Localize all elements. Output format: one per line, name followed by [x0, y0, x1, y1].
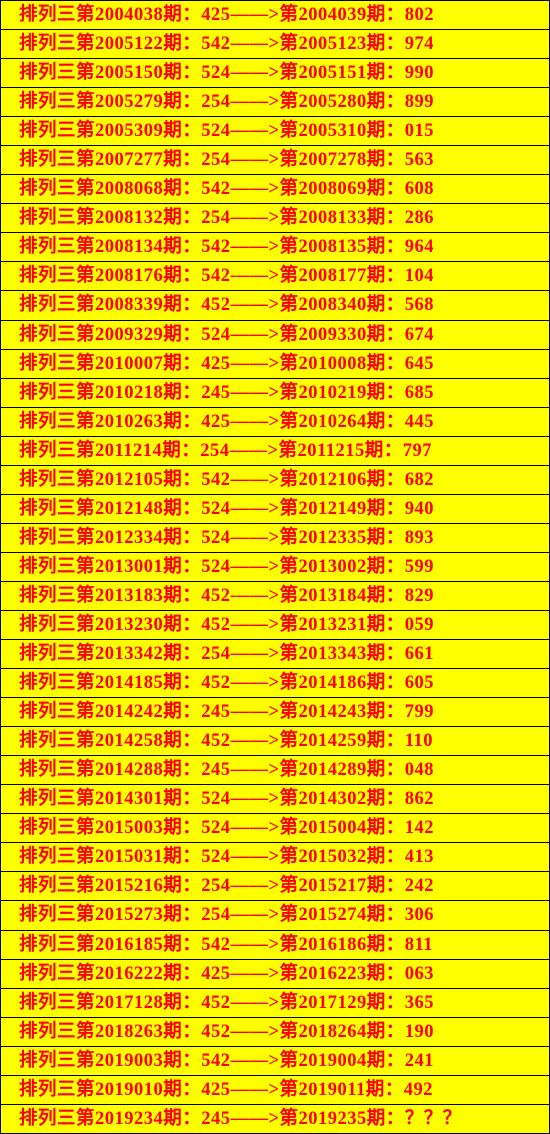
- table-row: 排列三第2016222期：425——>第2016223期：063: [1, 959, 550, 988]
- table-row: 排列三第2014301期：524——>第2014302期：862: [1, 785, 550, 814]
- row-text: 排列三第2014258期：452——>第2014259期：110: [1, 727, 550, 756]
- table-row: 排列三第2008176期：542——>第2008177期：104: [1, 262, 550, 291]
- table-row: 排列三第2012334期：524——>第2012335期：893: [1, 523, 550, 552]
- table-row: 排列三第2017128期：452——>第2017129期：365: [1, 988, 550, 1017]
- table-row: 排列三第2014185期：452——>第2014186期：605: [1, 669, 550, 698]
- table-row: 排列三第2008132期：254——>第2008133期：286: [1, 204, 550, 233]
- row-text: 排列三第2015216期：254——>第2015217期：242: [1, 872, 550, 901]
- table-row: 排列三第2005279期：254——>第2005280期：899: [1, 88, 550, 117]
- table-row: 排列三第2008134期：542——>第2008135期：964: [1, 233, 550, 262]
- row-text: 排列三第2013230期：452——>第2013231期：059: [1, 610, 550, 639]
- table-row: 排列三第2014242期：245——>第2014243期：799: [1, 698, 550, 727]
- row-text: 排列三第2011214期：254——>第2011215期：797: [1, 436, 550, 465]
- row-text: 排列三第2012148期：524——>第2012149期：940: [1, 494, 550, 523]
- row-text: 排列三第2018263期：452——>第2018264期：190: [1, 1017, 550, 1046]
- table-row: 排列三第2019010期：425——>第2019011期：492: [1, 1075, 550, 1104]
- row-text: 排列三第2016222期：425——>第2016223期：063: [1, 959, 550, 988]
- table-row: 排列三第2007277期：254——>第2007278期：563: [1, 146, 550, 175]
- row-text: 排列三第2014301期：524——>第2014302期：862: [1, 785, 550, 814]
- table-row: 排列三第2013183期：452——>第2013184期：829: [1, 581, 550, 610]
- table-row: 排列三第2014288期：245——>第2014289期：048: [1, 756, 550, 785]
- row-text: 排列三第2005279期：254——>第2005280期：899: [1, 88, 550, 117]
- table-row: 排列三第2010263期：425——>第2010264期：445: [1, 407, 550, 436]
- table-row: 排列三第2014258期：452——>第2014259期：110: [1, 727, 550, 756]
- table-row: 排列三第2019234期：245——>第2019235期：？？？: [1, 1104, 550, 1133]
- row-text: 排列三第2019010期：425——>第2019011期：492: [1, 1075, 550, 1104]
- table-row: 排列三第2013342期：254——>第2013343期：661: [1, 640, 550, 669]
- table-row: 排列三第2013230期：452——>第2013231期：059: [1, 610, 550, 639]
- row-text: 排列三第2010218期：245——>第2010219期：685: [1, 378, 550, 407]
- row-text: 排列三第2008339期：452——>第2008340期：568: [1, 291, 550, 320]
- row-text: 排列三第2013342期：254——>第2013343期：661: [1, 640, 550, 669]
- row-text: 排列三第2014288期：245——>第2014289期：048: [1, 756, 550, 785]
- row-text: 排列三第2013001期：524——>第2013002期：599: [1, 552, 550, 581]
- table-row: 排列三第2005122期：542——>第2005123期：974: [1, 30, 550, 59]
- row-text: 排列三第2015003期：524——>第2015004期：142: [1, 814, 550, 843]
- row-text: 排列三第2005122期：542——>第2005123期：974: [1, 30, 550, 59]
- table-row: 排列三第2016185期：542——>第2016186期：811: [1, 930, 550, 959]
- row-text: 排列三第2019003期：542——>第2019004期：241: [1, 1046, 550, 1075]
- row-text: 排列三第2008132期：254——>第2008133期：286: [1, 204, 550, 233]
- row-text: 排列三第2013183期：452——>第2013184期：829: [1, 581, 550, 610]
- row-text: 排列三第2008176期：542——>第2008177期：104: [1, 262, 550, 291]
- row-text: 排列三第2015031期：524——>第2015032期：413: [1, 843, 550, 872]
- row-text: 排列三第2007277期：254——>第2007278期：563: [1, 146, 550, 175]
- row-text: 排列三第2010263期：425——>第2010264期：445: [1, 407, 550, 436]
- row-text: 排列三第2012105期：542——>第2012106期：682: [1, 465, 550, 494]
- lottery-history-table: 排列三第2004038期：425——>第2004039期：802排列三第2005…: [0, 0, 550, 1134]
- row-text: 排列三第2019234期：245——>第2019235期：？？？: [1, 1104, 550, 1133]
- table-row: 排列三第2015003期：524——>第2015004期：142: [1, 814, 550, 843]
- table-row: 排列三第2005150期：524——>第2005151期：990: [1, 59, 550, 88]
- table-row: 排列三第2013001期：524——>第2013002期：599: [1, 552, 550, 581]
- row-text: 排列三第2016185期：542——>第2016186期：811: [1, 930, 550, 959]
- table-row: 排列三第2015031期：524——>第2015032期：413: [1, 843, 550, 872]
- table-row: 排列三第2005309期：524——>第2005310期：015: [1, 117, 550, 146]
- table-row: 排列三第2011214期：254——>第2011215期：797: [1, 436, 550, 465]
- row-text: 排列三第2009329期：524——>第2009330期：674: [1, 320, 550, 349]
- table-row: 排列三第2012148期：524——>第2012149期：940: [1, 494, 550, 523]
- row-text: 排列三第2017128期：452——>第2017129期：365: [1, 988, 550, 1017]
- row-text: 排列三第2014185期：452——>第2014186期：605: [1, 669, 550, 698]
- table-row: 排列三第2015273期：254——>第2015274期：306: [1, 901, 550, 930]
- table-row: 排列三第2010218期：245——>第2010219期：685: [1, 378, 550, 407]
- row-text: 排列三第2008068期：542——>第2008069期：608: [1, 175, 550, 204]
- table-row: 排列三第2008339期：452——>第2008340期：568: [1, 291, 550, 320]
- table-row: 排列三第2012105期：542——>第2012106期：682: [1, 465, 550, 494]
- table-row: 排列三第2009329期：524——>第2009330期：674: [1, 320, 550, 349]
- row-text: 排列三第2005150期：524——>第2005151期：990: [1, 59, 550, 88]
- table-row: 排列三第2010007期：425——>第2010008期：645: [1, 349, 550, 378]
- row-text: 排列三第2015273期：254——>第2015274期：306: [1, 901, 550, 930]
- table-row: 排列三第2019003期：542——>第2019004期：241: [1, 1046, 550, 1075]
- table-row: 排列三第2018263期：452——>第2018264期：190: [1, 1017, 550, 1046]
- row-text: 排列三第2008134期：542——>第2008135期：964: [1, 233, 550, 262]
- table-row: 排列三第2015216期：254——>第2015217期：242: [1, 872, 550, 901]
- row-text: 排列三第2010007期：425——>第2010008期：645: [1, 349, 550, 378]
- table-row: 排列三第2008068期：542——>第2008069期：608: [1, 175, 550, 204]
- row-text: 排列三第2004038期：425——>第2004039期：802: [1, 1, 550, 30]
- table-row: 排列三第2004038期：425——>第2004039期：802: [1, 1, 550, 30]
- row-text: 排列三第2012334期：524——>第2012335期：893: [1, 523, 550, 552]
- row-text: 排列三第2005309期：524——>第2005310期：015: [1, 117, 550, 146]
- row-text: 排列三第2014242期：245——>第2014243期：799: [1, 698, 550, 727]
